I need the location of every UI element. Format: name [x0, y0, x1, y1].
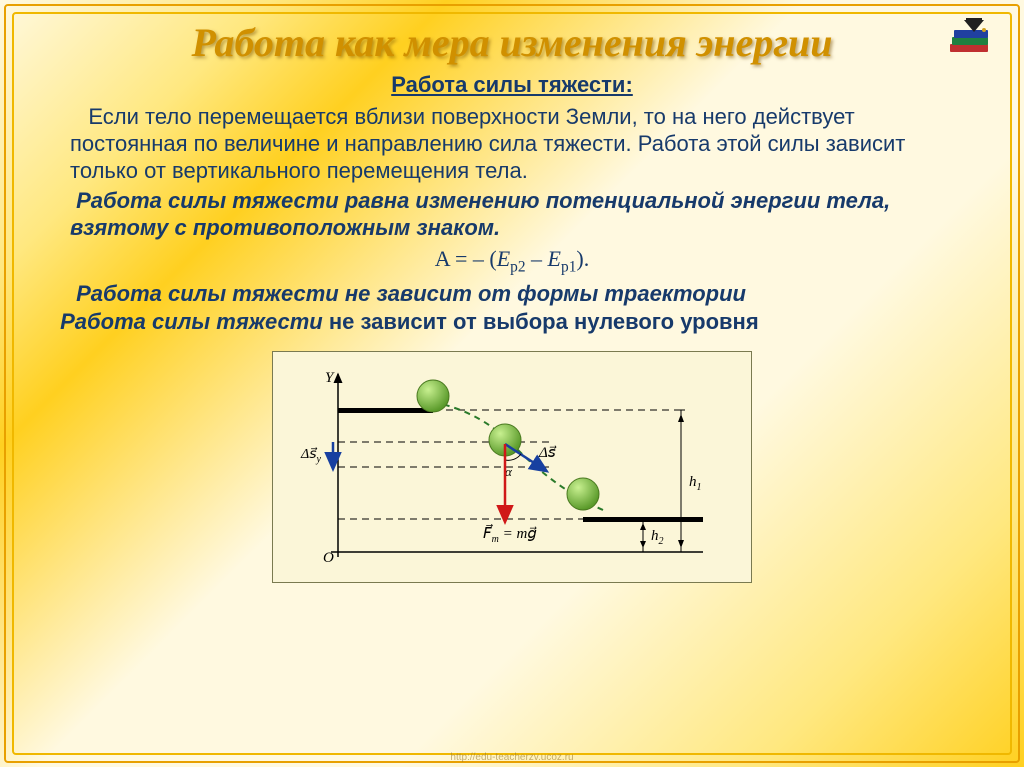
svg-text:F⃗т = mg⃗: F⃗т = mg⃗ — [483, 523, 537, 545]
svg-text:Δs⃗: Δs⃗ — [538, 445, 557, 461]
formula: A = – (Ep2 – Ep1). — [30, 246, 994, 276]
para4-rest: не зависит от выбора нулевого уровня — [329, 309, 759, 334]
origin-label: O — [323, 550, 334, 566]
physics-diagram: Y O Δs⃗ Δs⃗y — [283, 362, 743, 572]
para4-lead: Работа силы тяжести — [60, 309, 329, 334]
y-axis-label: Y — [325, 370, 335, 386]
paragraph-2: Работа силы тяжести равна изменению поте… — [70, 188, 954, 242]
svg-text:h1: h1 — [689, 474, 702, 493]
subtitle: Работа силы тяжести: — [30, 72, 994, 98]
slide-title: Работа как мера изменения энергии — [30, 20, 994, 66]
footer-url: http://edu-teacherzv.ucoz.ru — [450, 752, 573, 763]
paragraph-3: Работа силы тяжести не зависит от формы … — [70, 281, 954, 307]
para1-text: Если тело перемещается вблизи поверхност… — [70, 104, 905, 183]
paragraph-1: Если тело перемещается вблизи поверхност… — [70, 104, 954, 184]
slide-content: Работа как мера изменения энергии Работа… — [30, 20, 994, 747]
svg-text:Δs⃗y: Δs⃗y — [300, 447, 322, 465]
diagram-container: Y O Δs⃗ Δs⃗y — [272, 351, 752, 583]
paragraph-4: Работа силы тяжести не зависит от выбора… — [54, 309, 970, 335]
para2-text: Работа силы тяжести равна изменению поте… — [70, 188, 890, 240]
para3-text: Работа силы тяжести не зависит от формы … — [76, 281, 746, 306]
svg-text:h2: h2 — [651, 528, 664, 547]
